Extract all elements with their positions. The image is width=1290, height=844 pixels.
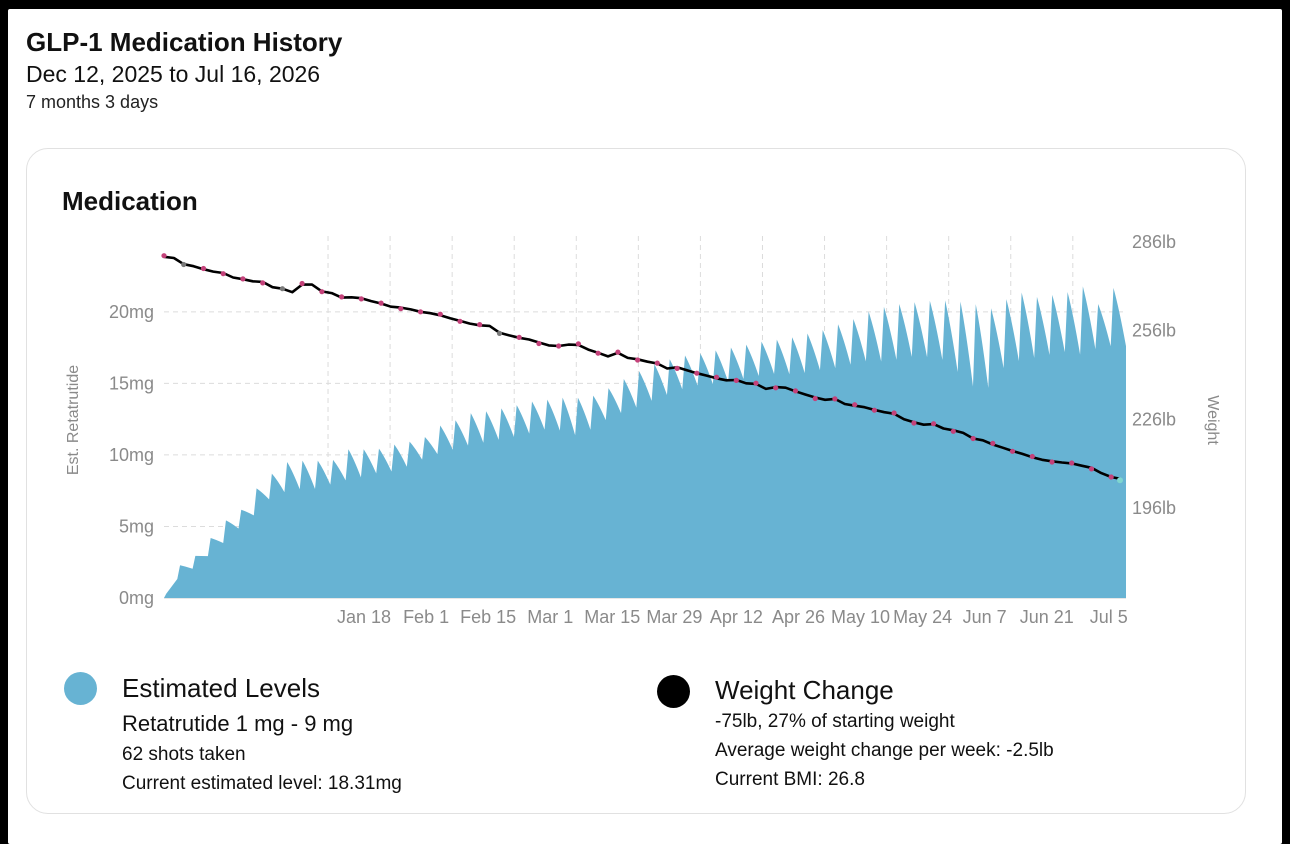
- weight-dot: [575, 341, 582, 347]
- right-tick-label: 286lb: [1132, 232, 1176, 252]
- x-tick-label: Mar 29: [646, 607, 702, 627]
- left-tick-label: 10mg: [109, 445, 154, 465]
- weight-dot: [496, 330, 503, 336]
- weight-dot: [339, 294, 345, 300]
- weight-dot: [832, 396, 838, 402]
- x-tick-label: May 24: [893, 607, 952, 627]
- weight-dot: [970, 435, 976, 442]
- estimated-levels-legend-title: Estimated Levels: [122, 673, 320, 703]
- x-tick-label: Apr 26: [772, 607, 825, 627]
- weight-dot: [852, 402, 858, 408]
- weight-dot: [181, 261, 187, 268]
- x-tick-label: May 10: [831, 607, 890, 627]
- x-tick-label: Feb 15: [460, 607, 516, 627]
- weight-dot: [871, 407, 878, 413]
- left-tick-label: 5mg: [119, 516, 154, 536]
- x-tick-label: Jan 18: [337, 607, 391, 627]
- left-axis-ticks: 0mg 5mg 10mg 15mg 20mg: [109, 302, 154, 608]
- estimated-levels-legend-marker: [64, 672, 97, 705]
- weight-dot: [417, 309, 424, 315]
- weight-dot: [516, 334, 522, 340]
- left-tick-label: 20mg: [109, 302, 154, 322]
- weight-dot: [161, 253, 167, 259]
- weight-dot: [1108, 474, 1114, 480]
- weight-dot: [733, 377, 739, 383]
- weight-dot: [911, 420, 917, 426]
- weight-dot: [694, 370, 700, 376]
- duration-label: 7 months 3 days: [26, 92, 159, 112]
- weight-dot: [457, 318, 463, 324]
- x-tick-label: Jun 21: [1020, 607, 1074, 627]
- weight-dot: [220, 271, 226, 277]
- right-tick-label: 226lb: [1132, 409, 1176, 429]
- weight-dot: [1117, 477, 1123, 484]
- x-tick-label: Jul 5: [1090, 607, 1128, 627]
- weight-dot: [1049, 459, 1055, 465]
- weight-dot: [713, 374, 720, 380]
- weight-dot: [635, 357, 641, 363]
- weight-dot: [240, 276, 246, 282]
- medication-dose-range: Retatrutide 1 mg - 9 mg: [122, 711, 354, 736]
- left-tick-label: 0mg: [119, 588, 154, 608]
- weight-dot: [279, 286, 285, 292]
- weight-dot: [1029, 453, 1035, 460]
- weight-dot: [1069, 460, 1075, 466]
- left-axis-title: Est. Retatrutide: [65, 365, 82, 475]
- weight-dot: [891, 410, 897, 416]
- weight-change-legend-title: Weight Change: [715, 675, 894, 705]
- weight-dot: [595, 350, 601, 356]
- x-tick-label: Apr 12: [710, 607, 763, 627]
- x-tick-label: Feb 1: [403, 607, 449, 627]
- weight-dot: [773, 385, 779, 391]
- card-title: Medication: [62, 186, 198, 216]
- x-tick-label: Mar 1: [527, 607, 573, 627]
- weight-dot: [931, 421, 937, 427]
- weight-dot: [319, 289, 325, 295]
- right-axis-ticks: 286lb 256lb 226lb 196lb: [1132, 232, 1176, 518]
- weight-dot: [950, 428, 956, 434]
- weight-change-summary: -75lb, 27% of starting weight: [715, 711, 955, 732]
- date-range: Dec 12, 2025 to Jul 16, 2026: [26, 61, 321, 87]
- weight-dot: [437, 311, 443, 317]
- weight-change-legend-marker: [657, 675, 690, 708]
- weight-dot: [299, 280, 305, 287]
- weight-dot: [654, 360, 660, 366]
- weight-dot: [260, 280, 266, 286]
- current-bmi: Current BMI: 26.8: [715, 769, 865, 790]
- estimated-levels-fill: [164, 286, 1126, 598]
- weight-dot: [812, 395, 818, 402]
- right-tick-label: 196lb: [1132, 498, 1176, 518]
- estimated-levels-area: [164, 286, 1126, 598]
- shots-taken: 62 shots taken: [122, 744, 246, 765]
- page-title: GLP-1 Medication History: [26, 27, 343, 57]
- weight-dot: [615, 349, 621, 355]
- weight-dot: [753, 380, 759, 386]
- weight-dot: [1009, 448, 1016, 454]
- weight-dots: [161, 253, 1123, 484]
- weight-dot: [378, 300, 384, 306]
- weight-dot: [990, 440, 996, 446]
- right-axis-title: Weight: [1204, 395, 1221, 445]
- x-tick-label: Mar 15: [584, 607, 640, 627]
- weight-dot: [1088, 466, 1095, 472]
- x-tick-label: Jun 7: [963, 607, 1007, 627]
- weight-dot: [556, 343, 562, 349]
- weight-dot: [200, 265, 207, 272]
- left-tick-label: 15mg: [109, 373, 154, 393]
- x-axis-ticks: Jan 18 Feb 1 Feb 15 Mar 1 Mar 15 Mar 29 Apr 12…: [337, 607, 1128, 627]
- weight-dot: [536, 340, 542, 347]
- weight-dot: [398, 306, 404, 312]
- weight-dot: [358, 296, 364, 302]
- average-weekly-change: Average weight change per week: -2.5lb: [715, 740, 1054, 761]
- weight-dot: [674, 365, 680, 371]
- right-tick-label: 256lb: [1132, 321, 1176, 341]
- weight-dot: [792, 388, 799, 394]
- weight-dot: [477, 322, 483, 328]
- current-estimated-level: Current estimated level: 18.31mg: [122, 773, 402, 794]
